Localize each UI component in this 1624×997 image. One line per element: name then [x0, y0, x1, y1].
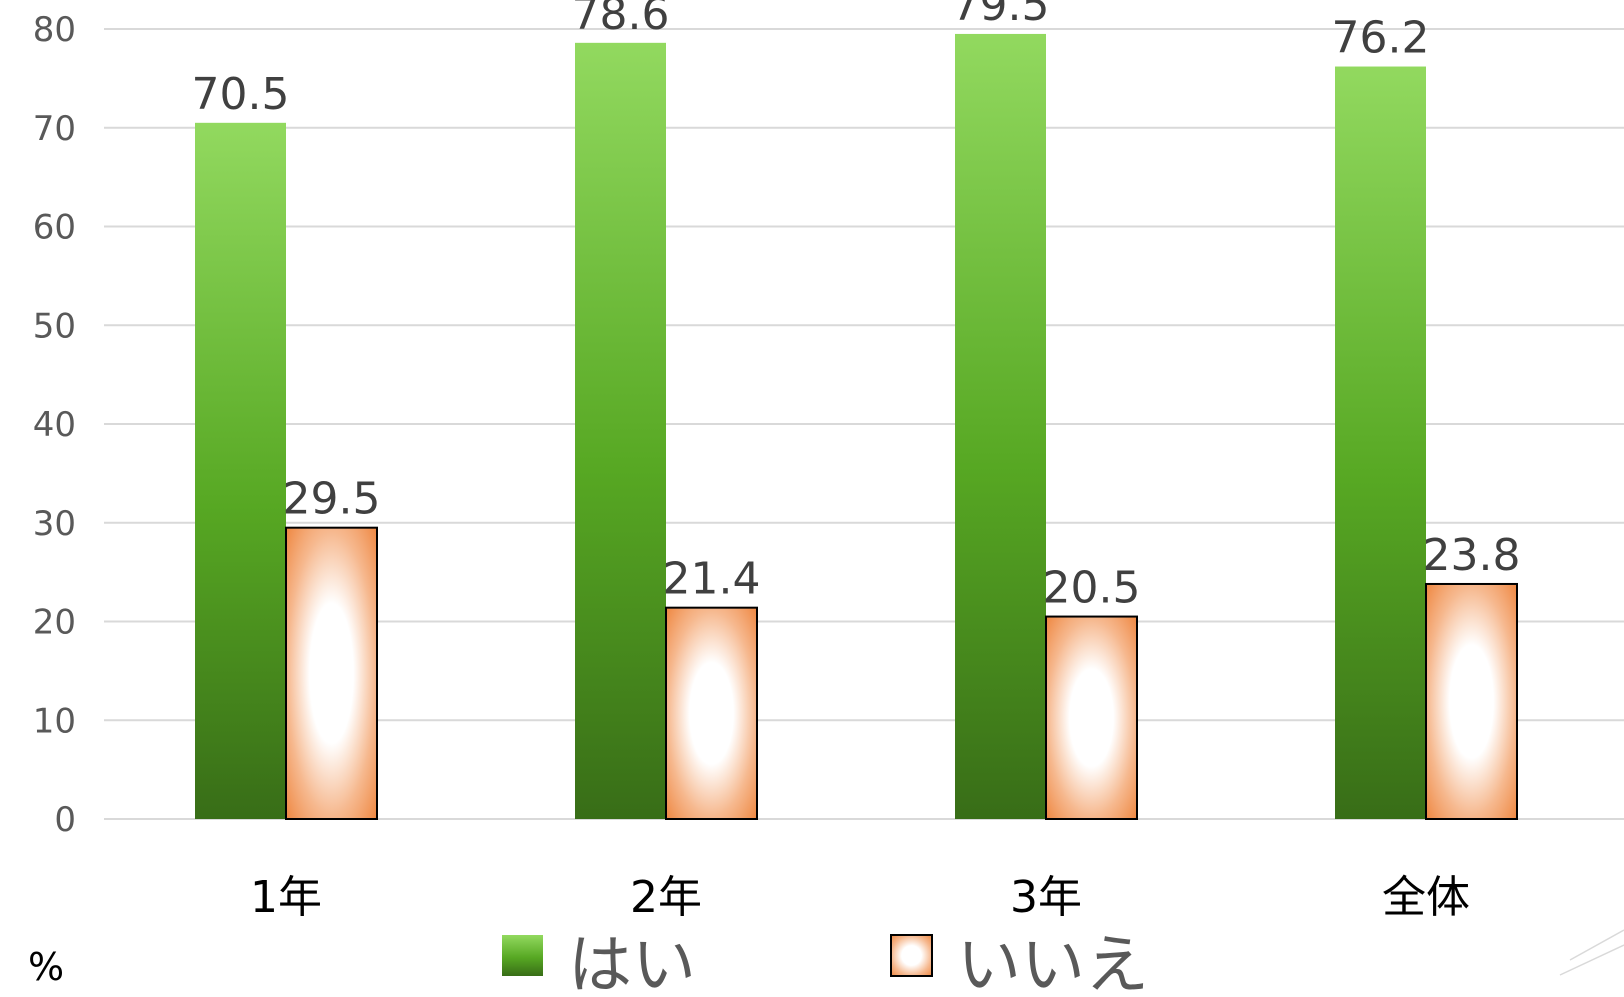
legend-item-iie-swatch	[890, 934, 933, 977]
x-tick-label-2: 2年	[630, 872, 702, 923]
bar-iie-4	[1425, 582, 1518, 820]
y-tick-label-80: 80	[33, 10, 76, 50]
bar-iie-2	[665, 606, 758, 820]
data-label-hai-2: 78.6	[572, 0, 670, 40]
data-label-iie-1: 29.5	[283, 474, 381, 525]
y-tick-label-60: 60	[33, 208, 76, 248]
legend-item-iie-label: いいえ	[957, 929, 1149, 997]
x-tick-label-1: 1年	[250, 872, 322, 923]
corner-decoration	[1559, 929, 1624, 976]
y-tick-label-10: 10	[33, 701, 76, 741]
data-label-iie-4: 23.8	[1423, 530, 1521, 581]
y-axis-unit: %	[28, 945, 64, 989]
y-tick-label-70: 70	[33, 109, 76, 149]
data-label-iie-2: 21.4	[663, 554, 761, 605]
y-tick-label-0: 0	[54, 800, 76, 840]
bar-hai-1	[195, 122, 286, 819]
legend: はい いいえ	[502, 929, 1149, 997]
legend-item-hai-swatch	[502, 935, 543, 976]
bars	[195, 33, 1518, 820]
x-tick-label-4: 全体	[1382, 872, 1470, 923]
bar-hai-4	[1335, 66, 1426, 819]
y-tick-label-50: 50	[33, 306, 76, 346]
y-axis: 0 10 20 30 40 50 60 70 80	[33, 10, 76, 840]
x-tick-label-3: 3年	[1010, 872, 1082, 923]
data-label-hai-4: 76.2	[1332, 13, 1430, 64]
bar-hai-3	[955, 33, 1046, 819]
bar-hai-2	[575, 42, 666, 819]
y-tick-label-40: 40	[33, 405, 76, 445]
data-label-hai-3: 79.5	[952, 0, 1050, 31]
y-tick-label-30: 30	[33, 504, 76, 544]
y-tick-label-20: 20	[33, 603, 76, 643]
legend-item-hai-label: はい	[568, 929, 696, 997]
data-label-hai-1: 70.5	[192, 69, 290, 120]
bar-iie-3	[1045, 615, 1138, 820]
bar-iie-1	[285, 526, 378, 820]
data-label-iie-3: 20.5	[1043, 563, 1141, 614]
data-labels: 70.5 29.5 78.6 21.4 79.5 20.5 76.2 23.8	[192, 0, 1521, 614]
x-axis: 1年 2年 3年 全体	[250, 872, 1470, 923]
